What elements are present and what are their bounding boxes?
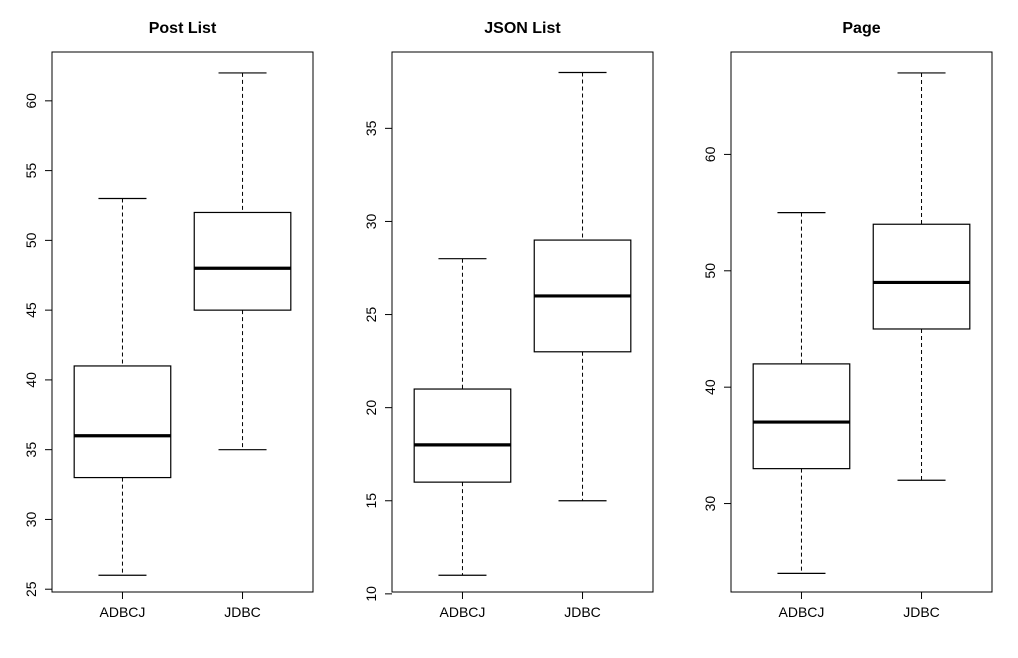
panel-json-list: JSON List 10 15 20 25 30 35 ADBCJ JDBC [363,20,654,620]
x-tick-label: JDBC [903,604,940,620]
y-tick-label: 10 [363,586,379,602]
panel-page: Page 30 40 50 60 ADBCJ JDBC [702,20,993,620]
y-tick-label: 40 [23,372,39,388]
y-tick-label: 60 [23,93,39,109]
y-tick-label: 30 [23,511,39,527]
plot-frame [391,51,654,593]
y-tick-label: 15 [363,493,379,509]
iqr-box [193,211,292,311]
box-adbcj [73,197,172,576]
y-tick-label: 45 [23,302,39,318]
x-tick-label: ADBCJ [100,604,146,620]
y-tick-label: 40 [702,379,718,395]
iqr-box [752,363,851,470]
y-tick-label: 25 [23,581,39,597]
panel-title: JSON List [484,20,561,37]
x-tick-label: JDBC [224,604,261,620]
panel-post-list: Post List 25 30 35 40 45 50 55 60 ADBCJ JDBC [23,20,314,620]
y-tick-label: 55 [23,163,39,179]
y-tick-label: 20 [363,400,379,416]
x-tick-label: JDBC [564,604,601,620]
y-tick-label: 50 [23,232,39,248]
y-tick-label: 30 [363,213,379,229]
box-adbcj [752,212,851,574]
y-tick-label: 35 [23,442,39,458]
iqr-box [872,223,971,330]
box-jdbc [193,72,292,451]
y-tick-label: 50 [702,263,718,279]
y-tick-label: 25 [363,307,379,323]
panel-title: Post List [149,20,217,37]
box-adbcj [413,258,512,576]
y-tick-label: 60 [702,146,718,162]
iqr-box [73,365,172,479]
y-tick-label: 35 [363,120,379,136]
plot-frame [730,51,993,593]
iqr-box [413,388,512,483]
plot-frame [51,51,314,593]
x-tick-label: ADBCJ [440,604,486,620]
y-tick-label: 30 [702,496,718,512]
x-tick-label: ADBCJ [779,604,825,620]
box-jdbc [533,71,632,502]
panel-title: Page [842,20,880,37]
box-jdbc [872,72,971,481]
